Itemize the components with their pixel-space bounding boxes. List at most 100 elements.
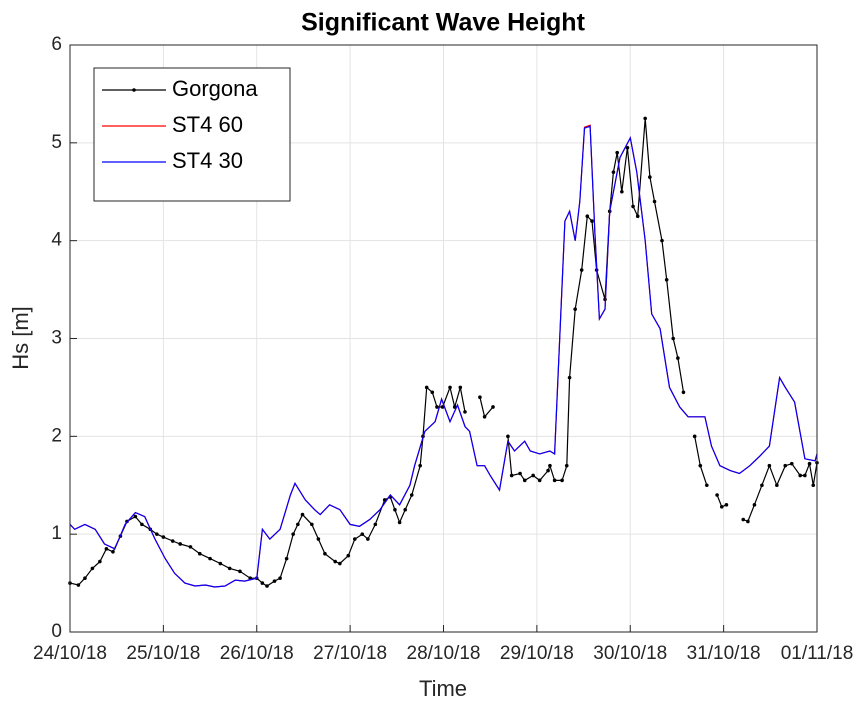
data-point — [798, 473, 802, 478]
data-point — [478, 395, 482, 400]
data-point — [140, 522, 144, 527]
data-point — [671, 336, 676, 341]
data-point — [775, 483, 779, 488]
data-point — [352, 537, 357, 541]
x-tick-label: 24/10/18 — [33, 643, 107, 664]
data-point — [698, 463, 703, 468]
data-point — [346, 553, 351, 558]
x-tick-label: 28/10/18 — [407, 643, 481, 664]
x-tick-label: 25/10/18 — [126, 643, 200, 664]
x-tick-label: 27/10/18 — [313, 643, 387, 664]
data-point — [620, 189, 624, 194]
data-point — [104, 547, 109, 551]
y-tick-label: 2 — [51, 425, 62, 446]
data-point — [360, 532, 365, 536]
data-point — [705, 483, 709, 488]
data-point — [278, 576, 282, 580]
data-point — [338, 561, 342, 566]
data-point — [564, 463, 569, 468]
data-point — [648, 175, 652, 179]
data-point — [155, 532, 159, 536]
data-point — [397, 520, 402, 525]
data-point — [676, 356, 680, 360]
data-point — [272, 579, 277, 583]
data-point — [296, 522, 300, 527]
data-point — [590, 219, 594, 223]
data-point — [430, 390, 435, 395]
x-axis-label: Time — [419, 676, 467, 701]
x-tick-label: 26/10/18 — [220, 643, 294, 664]
data-point — [664, 278, 669, 282]
data-point — [660, 238, 664, 243]
data-point — [681, 390, 686, 395]
data-point — [746, 519, 750, 524]
data-point — [238, 569, 242, 574]
data-point — [531, 473, 535, 478]
data-point — [579, 268, 584, 272]
data-point — [635, 214, 640, 219]
data-point — [218, 561, 223, 566]
data-point — [760, 483, 764, 488]
data-point — [111, 549, 115, 554]
data-point — [573, 307, 577, 311]
data-point — [463, 410, 467, 414]
data-point — [310, 522, 314, 527]
data-point — [83, 576, 87, 580]
data-point — [265, 584, 269, 588]
data-point — [418, 463, 422, 468]
data-point — [719, 504, 724, 509]
data-point — [789, 461, 794, 466]
y-tick-label: 3 — [51, 328, 62, 349]
data-point — [300, 512, 305, 517]
x-tick-label: 31/10/18 — [687, 643, 761, 664]
data-point — [448, 385, 452, 390]
data-point — [227, 566, 232, 571]
data-point — [752, 503, 757, 507]
x-tick-label: 01/11/18 — [781, 643, 854, 664]
data-point — [197, 551, 202, 556]
y-tick-label: 5 — [51, 132, 62, 153]
data-point — [208, 556, 212, 561]
data-point — [76, 583, 81, 587]
data-point — [170, 539, 175, 543]
data-point — [807, 461, 812, 466]
data-point — [811, 483, 816, 488]
data-point — [611, 170, 616, 174]
data-point — [373, 522, 378, 527]
series-line — [69, 125, 818, 588]
x-tick-label: 29/10/18 — [500, 643, 574, 664]
x-tick-label: 30/10/18 — [593, 643, 667, 664]
data-point — [631, 204, 635, 209]
data-point — [424, 385, 429, 390]
data-point — [803, 473, 807, 478]
data-point — [552, 478, 557, 483]
data-point — [403, 507, 408, 512]
data-point — [506, 434, 510, 439]
data-point — [715, 493, 719, 497]
data-point — [546, 468, 550, 473]
y-tick-label: 1 — [51, 523, 62, 544]
data-point — [291, 532, 295, 536]
data-point — [178, 542, 182, 546]
data-point — [458, 385, 463, 390]
data-point — [615, 150, 619, 155]
data-point — [98, 559, 102, 564]
data-point — [522, 478, 527, 483]
data-point — [548, 463, 552, 468]
data-point — [643, 116, 647, 121]
plot-frame — [69, 44, 818, 633]
legend-label: ST4 60 — [172, 112, 243, 137]
data-point — [366, 537, 370, 541]
data-point — [260, 581, 265, 585]
data-point — [509, 473, 514, 478]
data-point — [316, 537, 321, 541]
chart-title: Significant Wave Height — [301, 9, 586, 37]
data-point — [724, 503, 729, 507]
data-point — [393, 507, 397, 512]
data-point — [482, 414, 487, 419]
y-axis-label: Hs [m] — [8, 306, 33, 370]
data-point — [767, 463, 772, 468]
data-point — [435, 405, 439, 409]
data-point — [741, 517, 746, 522]
